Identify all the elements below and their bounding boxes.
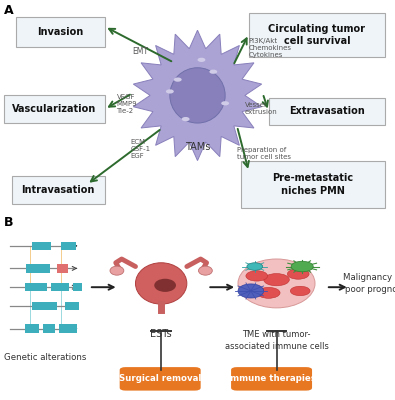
Ellipse shape <box>264 274 289 286</box>
Ellipse shape <box>135 263 187 304</box>
Bar <box>59 324 77 333</box>
Text: VEGF
MMP9
Tie-2: VEGF MMP9 Tie-2 <box>117 94 137 114</box>
Bar <box>73 283 82 291</box>
Circle shape <box>198 58 205 62</box>
Text: Pre-metastatic
niches PMN: Pre-metastatic niches PMN <box>273 173 354 196</box>
Circle shape <box>174 78 182 82</box>
Ellipse shape <box>288 269 309 279</box>
Ellipse shape <box>238 259 315 308</box>
Bar <box>32 302 57 310</box>
Text: Surgical removal: Surgical removal <box>119 374 201 383</box>
Text: ESTs: ESTs <box>150 328 172 338</box>
Ellipse shape <box>170 68 225 123</box>
FancyBboxPatch shape <box>120 367 201 390</box>
Text: Vessel
extrusion: Vessel extrusion <box>245 102 278 115</box>
Text: TME with tumor-
associated immune cells: TME with tumor- associated immune cells <box>225 330 328 350</box>
FancyBboxPatch shape <box>12 176 105 204</box>
Ellipse shape <box>238 284 264 298</box>
Text: Malignancy and
poor prognosis: Malignancy and poor prognosis <box>343 273 395 294</box>
Text: Circulating tumor
cell survival: Circulating tumor cell survival <box>269 24 365 46</box>
Bar <box>26 264 50 272</box>
Ellipse shape <box>246 271 267 281</box>
FancyBboxPatch shape <box>4 95 105 123</box>
Ellipse shape <box>110 266 124 275</box>
FancyBboxPatch shape <box>249 13 385 57</box>
Circle shape <box>166 89 174 94</box>
Circle shape <box>247 263 263 270</box>
Text: TAMs: TAMs <box>185 142 210 152</box>
Text: Extravasation: Extravasation <box>289 106 365 116</box>
Ellipse shape <box>257 287 280 298</box>
Text: Vascularization: Vascularization <box>12 104 96 114</box>
Circle shape <box>291 261 313 272</box>
Text: Intravasation: Intravasation <box>22 185 95 195</box>
Bar <box>57 264 68 272</box>
Circle shape <box>182 117 190 121</box>
Text: A: A <box>4 4 13 17</box>
Ellipse shape <box>154 279 176 292</box>
Text: ECM
CSF-1
EGF: ECM CSF-1 EGF <box>130 140 150 160</box>
Text: Invasion: Invasion <box>37 27 83 37</box>
Circle shape <box>209 70 217 74</box>
FancyBboxPatch shape <box>269 98 385 125</box>
Bar <box>32 242 51 250</box>
FancyBboxPatch shape <box>231 367 312 390</box>
Circle shape <box>221 101 229 106</box>
Text: Immune therapies: Immune therapies <box>227 374 316 383</box>
Text: Preparation of
tumor cell sites: Preparation of tumor cell sites <box>237 147 291 160</box>
Text: PI3K/Akt
Chemokines
Cytokines: PI3K/Akt Chemokines Cytokines <box>249 38 292 58</box>
Ellipse shape <box>290 286 310 296</box>
Bar <box>65 302 79 310</box>
Text: B: B <box>4 216 13 229</box>
FancyBboxPatch shape <box>241 161 385 208</box>
Ellipse shape <box>199 266 213 275</box>
FancyBboxPatch shape <box>16 17 105 47</box>
Bar <box>61 242 76 250</box>
Polygon shape <box>134 30 261 160</box>
Bar <box>51 283 69 291</box>
Text: Genetic alterations: Genetic alterations <box>4 353 87 362</box>
Bar <box>43 324 55 333</box>
Bar <box>25 324 39 333</box>
Bar <box>25 283 47 291</box>
Text: EMT: EMT <box>132 48 148 56</box>
